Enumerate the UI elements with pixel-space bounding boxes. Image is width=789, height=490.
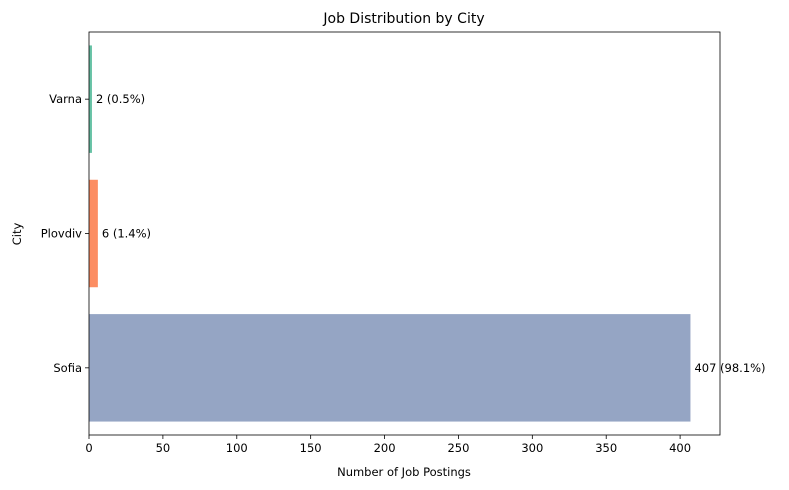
x-axis-label: Number of Job Postings	[337, 465, 471, 479]
x-tick-label-0: 0	[85, 441, 92, 455]
x-tick-label-400: 400	[669, 441, 691, 455]
x-tick-label-350: 350	[595, 441, 617, 455]
x-tick-label-100: 100	[226, 441, 248, 455]
y-axis-ticks: Varna Plovdiv Sofia	[41, 92, 89, 375]
bar-sofia	[89, 314, 691, 422]
data-label-sofia: 407 (98.1%)	[694, 361, 765, 375]
x-tick-label-300: 300	[521, 441, 543, 455]
data-labels-group: 2 (0.5%) 6 (1.4%) 407 (98.1%)	[96, 92, 766, 375]
x-tick-label-50: 50	[156, 441, 171, 455]
data-label-plovdiv: 6 (1.4%)	[102, 227, 151, 241]
chart-title: Job Distribution by City	[322, 11, 484, 27]
x-axis-ticks: 0 50 100 150 200 250 300 350 400	[85, 435, 691, 455]
x-tick-label-250: 250	[447, 441, 469, 455]
bar-varna	[89, 45, 92, 153]
bars-group	[89, 45, 691, 422]
x-tick-label-150: 150	[300, 441, 322, 455]
y-tick-label-varna: Varna	[49, 92, 82, 106]
x-tick-label-200: 200	[374, 441, 396, 455]
data-label-varna: 2 (0.5%)	[96, 92, 145, 106]
plot-frame	[88, 31, 721, 436]
y-tick-label-sofia: Sofia	[53, 361, 82, 375]
bar-plovdiv	[89, 179, 98, 288]
y-axis-label: City	[10, 223, 24, 246]
y-tick-label-plovdiv: Plovdiv	[41, 227, 82, 241]
